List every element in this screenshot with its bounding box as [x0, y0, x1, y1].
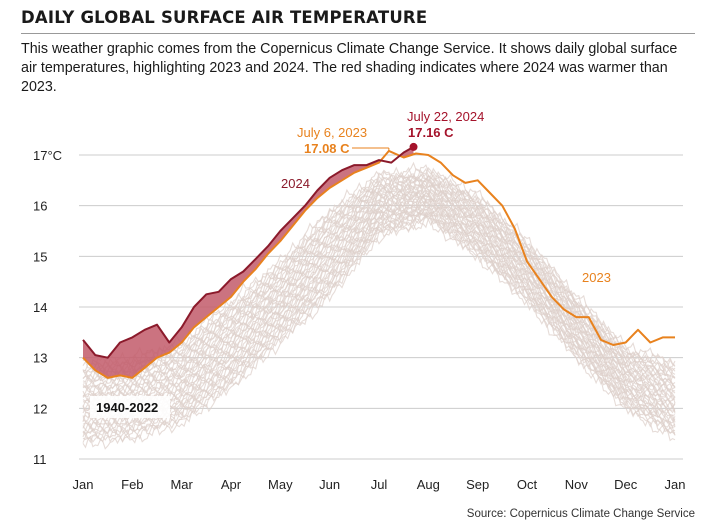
historical-year-line: [82, 198, 676, 428]
x-tick-label: May: [268, 477, 293, 492]
historical-year-line: [82, 166, 676, 375]
series-line-2024: [82, 146, 414, 359]
axis-labels: 11 12 13 14 15 16 17°C Jan Feb Mar Apr May Jun Jul Aug…: [33, 148, 685, 492]
historical-year-line: [82, 209, 676, 444]
shade-2024-warmer: [83, 146, 414, 378]
x-tick-label: Apr: [221, 477, 242, 492]
warmer-2024-shading: [83, 146, 414, 378]
y-tick-label: 12: [33, 401, 47, 416]
x-tick-label: Aug: [417, 477, 440, 492]
x-tick-label: Jan: [73, 477, 94, 492]
historical-year-line: [82, 197, 676, 425]
title-divider: [21, 33, 695, 34]
annotation-2024-peak-value: 17.16 C: [408, 125, 454, 140]
chart-subtitle: This weather graphic comes from the Cope…: [21, 41, 678, 95]
x-tick-label: Jun: [319, 477, 340, 492]
y-tick-label: 11: [33, 452, 47, 467]
historical-year-line: [82, 205, 676, 432]
y-tick-label: 15: [33, 249, 47, 264]
peak-2024-marker: [409, 142, 418, 151]
x-tick-label: Oct: [517, 477, 538, 492]
label-1940-2022-background: [90, 396, 170, 418]
label-1940-2022: 1940-2022: [96, 400, 158, 415]
annotation-2023-peak-date: July 6, 2023: [297, 125, 367, 140]
historical-year-line: [82, 189, 676, 409]
annotation-2023-peak-value: 17.08 C: [304, 141, 350, 156]
chart-title: DAILY GLOBAL SURFACE AIR TEMPERATURE: [21, 8, 428, 27]
y-tick-label: 16: [33, 199, 47, 214]
x-tick-label: Mar: [170, 477, 193, 492]
x-tick-label: Jan: [665, 477, 686, 492]
historical-year-line: [82, 194, 676, 414]
annotations: July 6, 2023 17.08 C July 22, 2024 17.16…: [90, 109, 611, 418]
historical-band: [82, 161, 676, 450]
x-tick-label: Sep: [466, 477, 489, 492]
x-tick-label: Dec: [614, 477, 638, 492]
y-tick-label: 14: [33, 300, 47, 315]
series-lines: [82, 146, 675, 379]
x-tick-label: Jul: [371, 477, 388, 492]
label-2024: 2024: [281, 176, 310, 191]
historical-year-line: [82, 164, 676, 373]
x-tick-label: Feb: [121, 477, 143, 492]
historical-year-line: [82, 173, 676, 385]
historical-year-line: [82, 200, 676, 431]
y-tick-label: 13: [33, 351, 47, 366]
series-line-2023: [82, 149, 675, 379]
x-tick-label: Nov: [565, 477, 589, 492]
y-tick-label: 17°C: [33, 148, 62, 163]
source-note: Source: Copernicus Climate Change Servic…: [466, 508, 695, 520]
chart-area: 11 12 13 14 15 16 17°C Jan Feb Mar Apr May Jun Jul Aug…: [33, 109, 685, 492]
label-2023: 2023: [582, 270, 611, 285]
annotation-2024-peak-date: July 22, 2024: [407, 109, 484, 124]
